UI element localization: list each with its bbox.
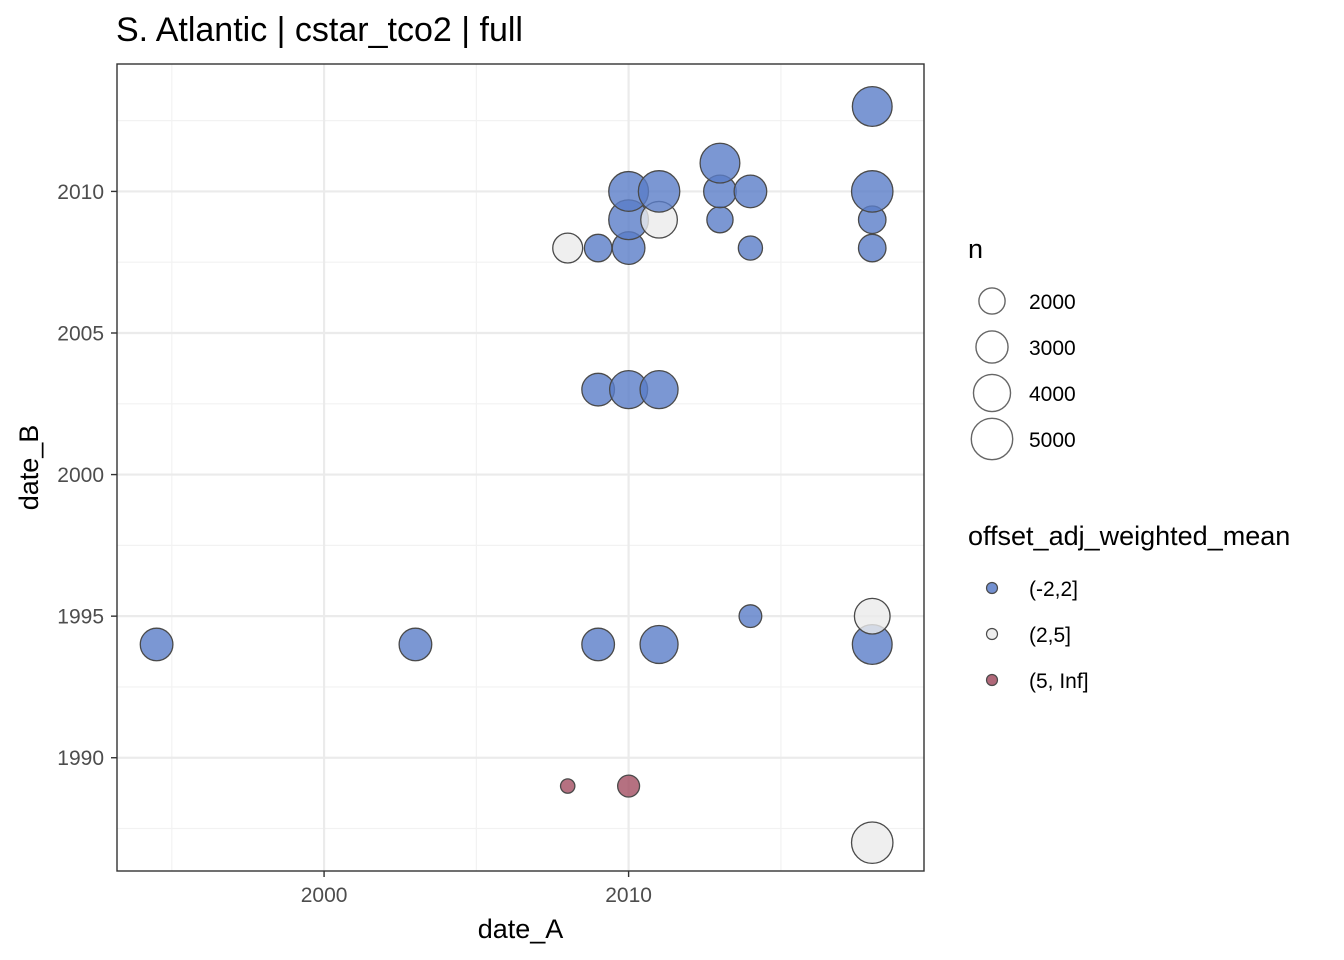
data-point [637,170,681,213]
data-point [737,235,764,261]
data-point [581,627,616,662]
size-legend-key [972,373,1012,413]
data-point [857,233,887,263]
chart-title: S. Atlantic | cstar_tco2 | full [116,11,523,49]
color-legend-label: (5, Inf] [1029,670,1089,693]
color-legend-key [985,627,999,641]
x-tick-label: 2010 [605,884,652,907]
y-tick-label: 2000 [57,464,104,487]
color-legend-label: (2,5] [1029,624,1071,647]
x-axis: 2000 2010 [301,871,652,907]
y-tick-label: 2005 [57,323,104,346]
x-tick-label: 2000 [301,884,348,907]
data-point [583,233,613,263]
data-point [851,85,893,127]
data-point [853,597,891,635]
size-legend-key [970,417,1014,461]
x-axis-label: date_A [478,914,564,944]
minor-grid [117,64,924,871]
size-legend-label: 5000 [1029,429,1076,452]
data-point [139,627,174,662]
size-legend-label: 4000 [1029,383,1076,406]
data-point [706,205,734,234]
data-point [850,170,894,213]
size-legend-key [975,330,1009,364]
y-tick-label: 1990 [57,747,104,770]
color-legend-key [985,581,999,595]
data-point [639,369,679,410]
data-point [850,821,894,865]
size-legend-label: 3000 [1029,337,1076,360]
data-point [733,174,768,209]
y-axis-label: date_B [14,425,44,511]
color-legend: offset_adj_weighted_mean (-2,2] (2,5] (5, … [968,521,1290,693]
data-point [738,604,763,629]
plot-background [117,64,924,871]
data-point [559,778,576,794]
data-point [639,624,679,665]
color-legend-title: offset_adj_weighted_mean [968,521,1290,551]
y-tick-label: 1995 [57,606,104,629]
data-points [139,85,894,865]
plot-border [116,63,925,872]
y-axis: 1990 1995 2000 2005 2010 [57,181,117,770]
data-point [552,232,584,264]
y-tick-label: 2010 [57,181,104,204]
color-legend-key [985,673,999,687]
size-legend-title: n [968,234,983,264]
size-legend-key [978,287,1006,315]
data-point [398,627,433,662]
data-point [699,142,741,184]
size-legend: n 2000 3000 4000 5000 [968,234,1076,461]
color-legend-label: (-2,2] [1029,578,1078,601]
size-legend-label: 2000 [1029,291,1076,314]
data-point [616,774,641,798]
